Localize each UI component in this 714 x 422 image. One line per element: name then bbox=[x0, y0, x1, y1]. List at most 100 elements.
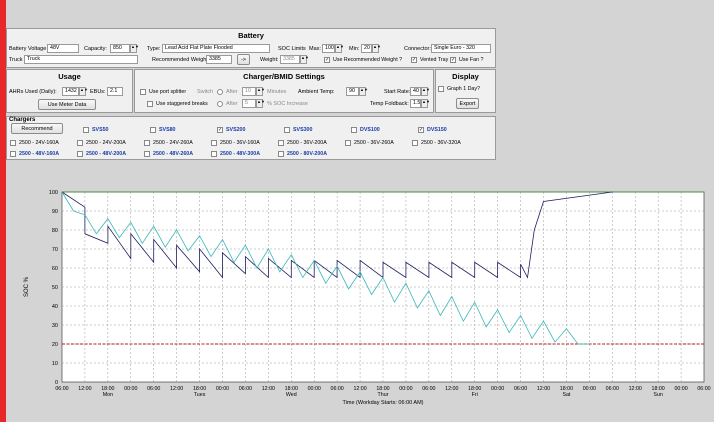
charger-option-label: 2500 - 48V-200A bbox=[86, 151, 127, 157]
charger-checkbox[interactable] bbox=[412, 140, 418, 146]
charger-checkbox[interactable] bbox=[144, 151, 150, 157]
chargers-section bbox=[6, 116, 496, 160]
use-fan-checkbox[interactable]: ✓ bbox=[450, 57, 456, 63]
after1-spinner[interactable]: ▲▼ bbox=[256, 87, 265, 96]
charger-checkbox-svs300[interactable] bbox=[284, 127, 290, 133]
min-spinner[interactable]: ▲▼ bbox=[372, 44, 381, 53]
display-section bbox=[435, 69, 496, 113]
charger-checkbox[interactable] bbox=[278, 151, 284, 157]
display-title: Display bbox=[452, 72, 479, 81]
ahrs-spinner[interactable]: ▲▼ bbox=[79, 87, 88, 96]
recommend-button[interactable]: Recommend bbox=[11, 123, 63, 134]
minutes-label: Minutes bbox=[267, 89, 287, 95]
day-label: Thur bbox=[378, 392, 389, 398]
capacity-spinner[interactable]: ▲▼ bbox=[130, 44, 139, 53]
max-spinner[interactable]: ▲▼ bbox=[335, 44, 344, 53]
weight-spinner[interactable]: ▲▼ bbox=[300, 55, 309, 64]
temp-foldback-input[interactable]: 1.5 bbox=[410, 99, 421, 108]
connector-select[interactable]: Single Euro - 320 bbox=[431, 44, 491, 53]
usage-title: Usage bbox=[58, 72, 81, 81]
charger-checkbox[interactable] bbox=[345, 140, 351, 146]
after2-spinner[interactable]: ▲▼ bbox=[256, 99, 265, 108]
y-tick-label: 40 bbox=[52, 304, 58, 310]
ambient-input[interactable]: 90 bbox=[346, 87, 359, 96]
weight-label: Weight: bbox=[260, 57, 279, 63]
max-label: Max: bbox=[309, 46, 321, 52]
charger-option-label: 2500 - 24V-160A bbox=[19, 140, 59, 146]
charger-option-label: 2500 - 48V-260A bbox=[153, 151, 194, 157]
max-input[interactable]: 100 bbox=[322, 44, 335, 53]
staggered-checkbox[interactable] bbox=[147, 101, 153, 107]
charger-checkbox-svs50[interactable] bbox=[83, 127, 89, 133]
y-tick-label: 70 bbox=[52, 247, 58, 253]
truck-label: Truck bbox=[9, 57, 23, 63]
x-tick-label: 18:00 bbox=[468, 386, 481, 392]
x-tick-label: 06:00 bbox=[147, 386, 160, 392]
charger-checkbox[interactable] bbox=[211, 140, 217, 146]
vented-tray-checkbox[interactable]: ✓ bbox=[411, 57, 417, 63]
charger-checkbox[interactable] bbox=[10, 151, 16, 157]
charger-label-dvs100: DVS100 bbox=[360, 127, 380, 133]
x-tick-label: 06:00 bbox=[514, 386, 527, 392]
use-rec-weight-label: Use Recommended Weight ? bbox=[333, 57, 403, 63]
export-button[interactable]: Export bbox=[456, 98, 479, 109]
x-tick-label: 12:00 bbox=[262, 386, 275, 392]
day-label: Tues bbox=[194, 392, 206, 398]
x-tick-label: 00:00 bbox=[308, 386, 321, 392]
x-tick-label: 12:00 bbox=[629, 386, 642, 392]
y-axis-label: SOC % bbox=[24, 276, 30, 297]
start-rate-input[interactable]: 40 bbox=[410, 87, 421, 96]
y-tick-label: 50 bbox=[52, 285, 58, 291]
ebus-value: 2.1 bbox=[107, 87, 123, 96]
ebus-label: EBUs: bbox=[90, 89, 106, 95]
charger-checkbox[interactable] bbox=[77, 140, 83, 146]
battery-voltage-select[interactable]: 48V bbox=[47, 44, 79, 53]
x-tick-label: 12:00 bbox=[170, 386, 183, 392]
ambient-spinner[interactable]: ▲▼ bbox=[359, 87, 368, 96]
day-label: Fri bbox=[472, 392, 478, 398]
charger-checkbox-svs80[interactable] bbox=[150, 127, 156, 133]
charger-checkbox-dvs150[interactable]: ✓ bbox=[418, 127, 424, 133]
y-tick-label: 20 bbox=[52, 342, 58, 348]
port-splitter-checkbox[interactable] bbox=[140, 89, 146, 95]
use-meter-data-button[interactable]: Use Meter Data bbox=[38, 99, 96, 110]
charger-checkbox[interactable] bbox=[77, 151, 83, 157]
type-select[interactable]: Lead Acid Flat Plate Flooded bbox=[162, 44, 270, 53]
charger-checkbox[interactable] bbox=[144, 140, 150, 146]
use-rec-weight-checkbox[interactable]: ✓ bbox=[324, 57, 330, 63]
after1-label: After bbox=[226, 89, 238, 95]
x-tick-label: 00:00 bbox=[674, 386, 687, 392]
type-label: Type: bbox=[147, 46, 161, 52]
temp-foldback-spinner[interactable]: ▲▼ bbox=[421, 99, 430, 108]
vented-tray-label: Vented Tray bbox=[420, 57, 449, 63]
charger-checkbox-dvs100[interactable] bbox=[351, 127, 357, 133]
red-edge-bar bbox=[0, 0, 6, 422]
apply-rec-weight-button[interactable]: -> bbox=[237, 54, 250, 65]
ahrs-input[interactable]: 1432 bbox=[62, 87, 79, 96]
y-tick-label: 0 bbox=[55, 380, 58, 386]
graph-1-day-checkbox[interactable] bbox=[438, 86, 444, 92]
x-tick-label: 18:00 bbox=[376, 386, 389, 392]
y-tick-label: 30 bbox=[52, 323, 58, 329]
staggered-label: Use staggered breaks bbox=[156, 101, 208, 107]
charger-option-label: 2500 - 36V-320A bbox=[421, 140, 461, 146]
ahrs-label: AHRs Used (Daily): bbox=[9, 89, 57, 95]
start-rate-spinner[interactable]: ▲▼ bbox=[421, 87, 430, 96]
charger-checkbox[interactable] bbox=[10, 140, 16, 146]
after1-input[interactable]: 10 bbox=[242, 87, 256, 96]
day-label: Sat bbox=[562, 392, 570, 398]
weight-input[interactable]: 3385 bbox=[280, 55, 300, 64]
y-tick-label: 90 bbox=[52, 209, 58, 215]
after2-input[interactable]: 5 bbox=[242, 99, 256, 108]
x-tick-label: 00:00 bbox=[399, 386, 412, 392]
soc-after-radio[interactable] bbox=[217, 101, 223, 107]
charger-checkbox[interactable] bbox=[211, 151, 217, 157]
charger-checkbox[interactable] bbox=[278, 140, 284, 146]
min-input[interactable]: 20 bbox=[361, 44, 372, 53]
x-tick-label: 06:00 bbox=[697, 386, 710, 392]
capacity-input[interactable]: 850 bbox=[110, 44, 130, 53]
charger-option-label: 2500 - 48V-300A bbox=[220, 151, 261, 157]
truck-select[interactable]: Truck bbox=[24, 55, 138, 64]
charger-checkbox-svs200[interactable]: ✓ bbox=[217, 127, 223, 133]
switch-after-radio[interactable] bbox=[217, 89, 223, 95]
